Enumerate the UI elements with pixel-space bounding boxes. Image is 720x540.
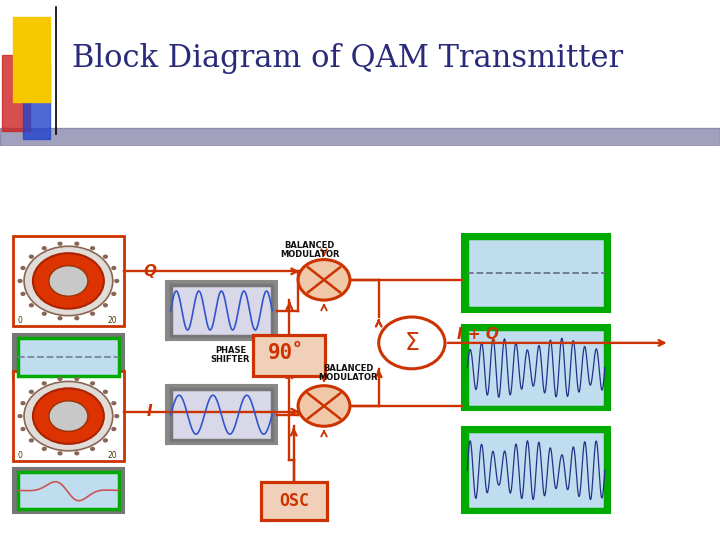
- Circle shape: [91, 312, 94, 315]
- Circle shape: [21, 402, 25, 404]
- Bar: [462, 234, 610, 312]
- Bar: [0, 129, 720, 146]
- Circle shape: [30, 439, 33, 442]
- Circle shape: [21, 267, 25, 269]
- Bar: [18, 472, 119, 509]
- Circle shape: [298, 260, 350, 300]
- Circle shape: [42, 448, 46, 450]
- Circle shape: [75, 317, 78, 320]
- Circle shape: [104, 304, 107, 307]
- Circle shape: [49, 266, 88, 296]
- Circle shape: [49, 401, 88, 431]
- Text: SHIFTER: SHIFTER: [211, 355, 250, 364]
- Circle shape: [30, 304, 33, 307]
- Bar: [23, 63, 50, 138]
- Circle shape: [75, 242, 78, 245]
- Circle shape: [115, 280, 119, 282]
- Bar: [13, 17, 50, 102]
- Circle shape: [112, 267, 116, 269]
- Text: I: I: [147, 404, 153, 419]
- Bar: [171, 285, 272, 336]
- Circle shape: [112, 293, 116, 295]
- Bar: [171, 389, 272, 440]
- Circle shape: [58, 452, 62, 455]
- FancyBboxPatch shape: [261, 482, 327, 521]
- Text: 90: 90: [268, 343, 294, 363]
- Bar: [13, 334, 124, 380]
- Circle shape: [30, 390, 33, 393]
- Bar: [467, 431, 605, 509]
- Text: BALANCED: BALANCED: [284, 241, 335, 251]
- Circle shape: [42, 382, 46, 385]
- Bar: [13, 468, 124, 513]
- Circle shape: [104, 255, 107, 258]
- Circle shape: [30, 255, 33, 258]
- Circle shape: [24, 246, 113, 316]
- Text: Block Diagram of QAM Transmitter: Block Diagram of QAM Transmitter: [72, 43, 623, 74]
- Circle shape: [42, 247, 46, 249]
- Bar: [462, 427, 610, 513]
- Bar: [166, 385, 277, 444]
- Circle shape: [33, 253, 104, 309]
- Bar: [462, 325, 610, 410]
- Text: 0: 0: [18, 315, 23, 325]
- Circle shape: [104, 439, 107, 442]
- Text: 20: 20: [107, 315, 117, 325]
- Text: $\Sigma$: $\Sigma$: [404, 331, 420, 355]
- FancyBboxPatch shape: [253, 335, 325, 375]
- Circle shape: [58, 317, 62, 320]
- Circle shape: [33, 388, 104, 444]
- Circle shape: [24, 381, 113, 451]
- Circle shape: [112, 428, 116, 430]
- Text: Q: Q: [143, 264, 156, 279]
- Text: MODULATOR: MODULATOR: [319, 373, 378, 382]
- Bar: [2, 56, 30, 131]
- Circle shape: [112, 402, 116, 404]
- Circle shape: [75, 377, 78, 380]
- Text: PHASE: PHASE: [215, 346, 246, 355]
- Circle shape: [18, 415, 22, 417]
- Circle shape: [91, 448, 94, 450]
- Bar: [467, 329, 605, 407]
- Circle shape: [58, 242, 62, 245]
- Circle shape: [18, 280, 22, 282]
- Bar: [13, 236, 124, 326]
- Text: MODULATOR: MODULATOR: [280, 251, 339, 259]
- Circle shape: [379, 317, 445, 369]
- Circle shape: [58, 377, 62, 380]
- Circle shape: [104, 390, 107, 393]
- Circle shape: [21, 428, 25, 430]
- Circle shape: [21, 293, 25, 295]
- Bar: [467, 238, 605, 308]
- Circle shape: [91, 382, 94, 385]
- Bar: [166, 281, 277, 340]
- Text: OSC: OSC: [279, 492, 309, 510]
- Bar: [18, 339, 119, 375]
- Circle shape: [75, 452, 78, 455]
- Text: o: o: [293, 339, 300, 349]
- Circle shape: [91, 247, 94, 249]
- Text: BALANCED: BALANCED: [323, 364, 374, 373]
- Text: I + Q: I + Q: [457, 327, 499, 342]
- Circle shape: [298, 386, 350, 426]
- Circle shape: [115, 415, 119, 417]
- Circle shape: [42, 312, 46, 315]
- Text: 0: 0: [18, 451, 23, 460]
- Bar: [13, 371, 124, 461]
- Text: 20: 20: [107, 451, 117, 460]
